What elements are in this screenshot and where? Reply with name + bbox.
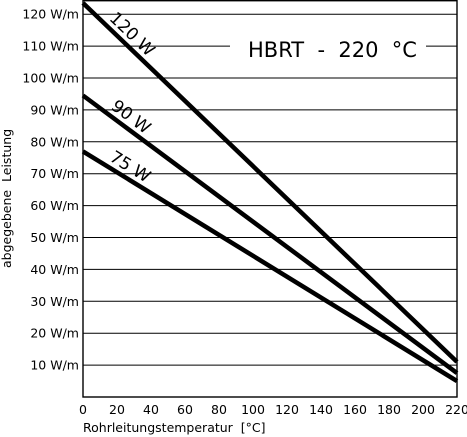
series-lines bbox=[81, 1, 459, 384]
x-tick-label: 80 bbox=[211, 402, 227, 417]
series-line bbox=[81, 149, 459, 384]
x-axis-label: Rohrleitungstemperatur [°C] bbox=[83, 420, 266, 435]
y-tick-label: 60 W/m bbox=[30, 198, 79, 213]
plot-frame bbox=[82, 0, 458, 398]
y-tick-label: 40 W/m bbox=[30, 262, 79, 277]
y-tick-label: 20 W/m bbox=[30, 326, 79, 341]
x-tick-label: 100 bbox=[241, 402, 265, 417]
y-tick-label: 90 W/m bbox=[30, 102, 79, 117]
y-tick-label: 10 W/m bbox=[30, 358, 79, 373]
x-tick-label: 120 bbox=[275, 402, 299, 417]
grid-lines bbox=[83, 13, 457, 366]
x-tick-label: 220 bbox=[445, 402, 467, 417]
x-tick-label: 160 bbox=[343, 402, 367, 417]
y-tick-label: 70 W/m bbox=[30, 166, 79, 181]
x-tick-label: 60 bbox=[177, 402, 193, 417]
series-line bbox=[81, 1, 459, 364]
x-tick-label: 140 bbox=[309, 402, 333, 417]
y-tick-label: 30 W/m bbox=[30, 294, 79, 309]
series-line bbox=[81, 93, 459, 375]
x-tick-label: 40 bbox=[143, 402, 159, 417]
y-axis-label: abgegebene Leistung bbox=[0, 129, 14, 268]
y-tick-labels: 10 W/m 20 W/m 30 W/m 40 W/m 50 W/m 60 W/m 70 W… bbox=[22, 7, 79, 373]
annotation-box bbox=[230, 30, 426, 68]
y-tick-label: 80 W/m bbox=[30, 134, 79, 149]
x-tick-label: 180 bbox=[377, 402, 401, 417]
chart-annotation: HBRT - 220 °C bbox=[248, 38, 417, 62]
x-tick-label: 0 bbox=[79, 402, 87, 417]
series-labels: 120 W90 W75 W bbox=[105, 8, 158, 187]
x-tick-label: 200 bbox=[411, 402, 435, 417]
y-tick-label: 120 W/m bbox=[22, 7, 79, 22]
y-tick-label: 100 W/m bbox=[22, 71, 79, 86]
y-tick-label: 110 W/m bbox=[22, 39, 79, 54]
x-tick-labels: 0 20 40 60 80 100 120 140 160 180 200 220 bbox=[79, 402, 467, 417]
x-tick-label: 20 bbox=[109, 402, 125, 417]
y-tick-label: 50 W/m bbox=[30, 230, 79, 245]
